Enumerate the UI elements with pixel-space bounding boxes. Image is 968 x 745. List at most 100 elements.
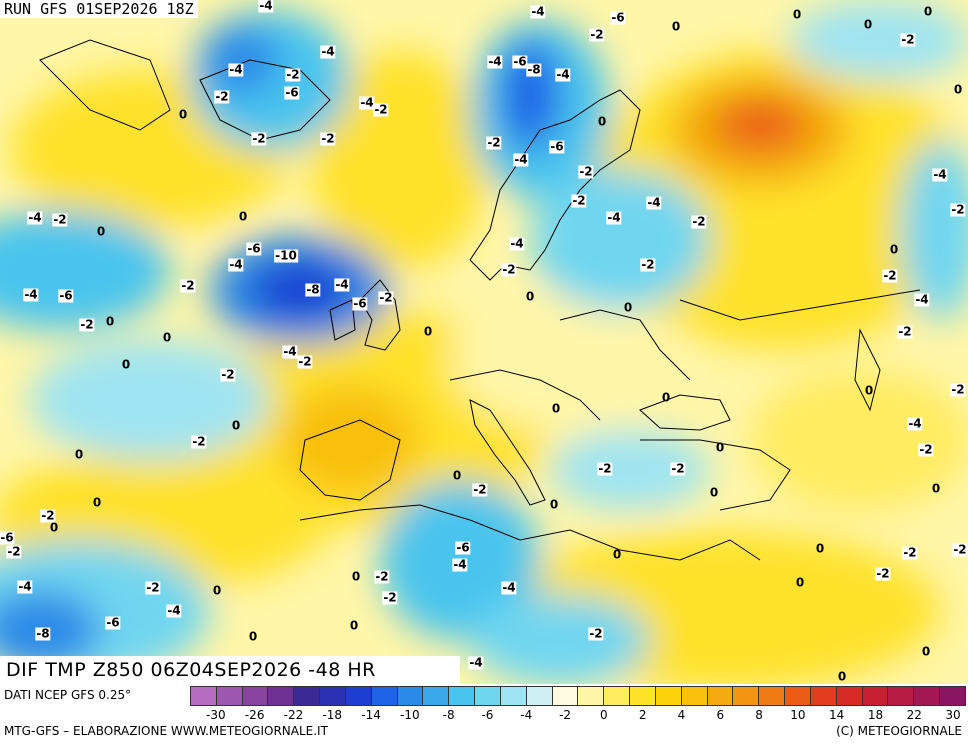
value-label: -2 xyxy=(79,317,95,332)
value-label: 0 xyxy=(709,485,719,500)
value-label: -2 xyxy=(40,508,56,523)
value-label: 0 xyxy=(92,495,102,510)
anomaly-field xyxy=(0,0,968,684)
value-label: -2 xyxy=(472,482,488,497)
value-label: -2 xyxy=(875,566,891,581)
value-label: -2 xyxy=(220,367,236,382)
value-label: -4 xyxy=(359,95,375,110)
value-label: -4 xyxy=(513,152,529,167)
value-label: -2 xyxy=(950,202,966,217)
value-label: 0 xyxy=(661,390,671,405)
value-label: 0 xyxy=(525,289,535,304)
value-label: -2 xyxy=(501,262,517,277)
value-label: -2 xyxy=(588,626,604,641)
scale-tick-label: 6 xyxy=(716,708,725,722)
value-label: -2 xyxy=(897,324,913,339)
value-label: 0 xyxy=(105,314,115,329)
value-label: 0 xyxy=(953,82,963,97)
value-label: -2 xyxy=(900,32,916,47)
color-scale xyxy=(190,686,966,706)
value-label: -2 xyxy=(297,354,313,369)
color-swatch xyxy=(914,686,941,706)
scale-tick-label: 2 xyxy=(638,708,647,722)
value-label: -4 xyxy=(452,557,468,572)
value-label: -2 xyxy=(180,278,196,293)
value-label: -2 xyxy=(191,434,207,449)
value-label: -2 xyxy=(374,569,390,584)
scale-tick-label: 8 xyxy=(755,708,763,722)
value-label: 0 xyxy=(837,669,847,684)
value-label: 0 xyxy=(931,481,941,496)
value-label: 0 xyxy=(423,324,433,339)
scale-tick-label: 4 xyxy=(677,708,686,722)
color-swatch xyxy=(449,686,476,706)
value-label: -2 xyxy=(589,27,605,42)
value-label: -6 xyxy=(284,85,300,100)
value-label: 0 xyxy=(597,114,607,129)
value-label: -4 xyxy=(166,603,182,618)
scale-tick-label: -14 xyxy=(361,708,381,722)
scale-tick-label: -6 xyxy=(481,708,494,722)
value-label: 0 xyxy=(612,547,622,562)
value-label: -2 xyxy=(578,164,594,179)
value-label: -6 xyxy=(0,530,15,545)
value-label: 0 xyxy=(96,224,106,239)
color-swatch xyxy=(242,686,269,706)
value-label: -6 xyxy=(512,54,528,69)
color-swatch xyxy=(810,686,837,706)
legend-footer: DATI NCEP GFS 0.25° -30 -26 -22 -18 -14 -10 -8… xyxy=(0,684,968,745)
color-swatch xyxy=(268,686,295,706)
color-swatch xyxy=(320,686,346,706)
value-label: -4 xyxy=(27,210,43,225)
value-label: 0 xyxy=(671,19,681,34)
color-swatch xyxy=(940,686,966,706)
value-label: -4 xyxy=(606,210,622,225)
coastlines xyxy=(39,39,921,561)
value-label: 0 xyxy=(452,468,462,483)
scale-tick-label: -2 xyxy=(559,708,572,722)
value-label: -4 xyxy=(907,416,923,431)
value-label: -4 xyxy=(530,4,546,19)
color-swatch xyxy=(397,686,424,706)
map-title: DIF TMP Z850 06Z04SEP2026 -48 HR xyxy=(0,656,460,684)
color-swatch xyxy=(681,686,708,706)
value-label: -6 xyxy=(549,139,565,154)
value-label: -2 xyxy=(285,67,301,82)
credit-right: (C) METEOGIORNALE xyxy=(836,724,962,738)
value-label: -2 xyxy=(640,257,656,272)
value-label: -4 xyxy=(509,236,525,251)
value-label: 0 xyxy=(795,575,805,590)
value-label: -4 xyxy=(468,655,484,670)
value-label: -2 xyxy=(691,214,707,229)
value-label: -4 xyxy=(914,292,930,307)
scale-tick-label: -18 xyxy=(322,708,343,722)
scale-tick-label: 30 xyxy=(945,708,961,722)
scale-tick-label: -10 xyxy=(400,708,420,722)
color-swatch xyxy=(216,686,243,706)
value-label: 0 xyxy=(351,569,361,584)
credit-left: MTG-GFS – ELABORAZIONE WWW.METEOGIORNALE… xyxy=(4,724,328,738)
value-label: -2 xyxy=(952,542,968,557)
color-swatch xyxy=(475,686,501,706)
value-label: 0 xyxy=(238,209,248,224)
color-swatch xyxy=(888,686,915,706)
color-swatch xyxy=(836,686,863,706)
color-swatch xyxy=(294,686,321,706)
value-label: -6 xyxy=(246,241,262,256)
value-label: -4 xyxy=(282,344,298,359)
value-label: 0 xyxy=(549,497,559,512)
value-label: 0 xyxy=(623,300,633,315)
scale-tick-label: 0 xyxy=(600,708,608,722)
value-label: 0 xyxy=(121,357,131,372)
value-label: 0 xyxy=(231,418,241,433)
value-label: 0 xyxy=(863,17,873,32)
value-label: -6 xyxy=(610,10,626,25)
value-label: -2 xyxy=(373,102,389,117)
scale-tick-label: -8 xyxy=(442,708,455,722)
value-label: -4 xyxy=(501,580,517,595)
value-label: -2 xyxy=(214,89,230,104)
value-label: 0 xyxy=(551,401,561,416)
color-swatch xyxy=(785,686,811,706)
value-label: -6 xyxy=(58,288,74,303)
